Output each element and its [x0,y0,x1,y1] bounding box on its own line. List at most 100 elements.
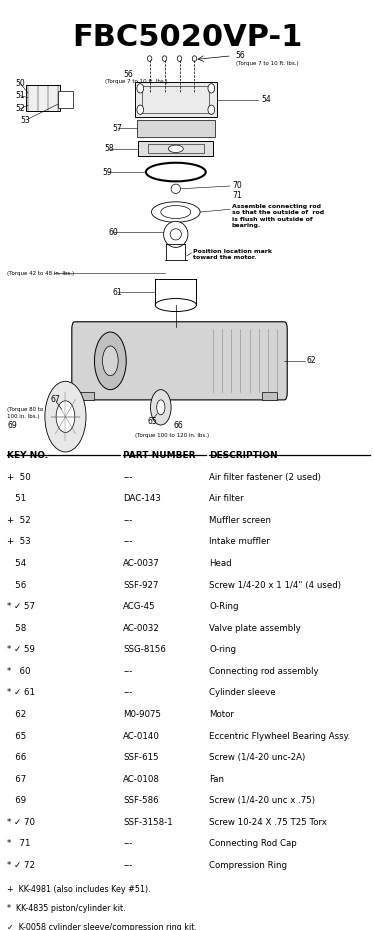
Ellipse shape [170,229,181,240]
Text: 56: 56 [7,580,27,590]
Text: Connecting rod assembly: Connecting rod assembly [209,667,319,676]
Text: O-Ring: O-Ring [209,602,239,611]
Text: 54: 54 [7,559,27,568]
Text: SSF-3158-1: SSF-3158-1 [123,817,173,827]
Text: 70: 70 [232,181,242,191]
FancyBboxPatch shape [58,91,73,108]
Text: AC-0037: AC-0037 [123,559,160,568]
Ellipse shape [146,163,206,181]
Text: 56: 56 [236,51,245,60]
Ellipse shape [168,145,183,153]
Ellipse shape [102,346,118,376]
Ellipse shape [177,56,182,61]
Text: * ✓ 72: * ✓ 72 [7,861,36,870]
Text: ---: --- [123,472,133,482]
Text: 69: 69 [7,796,27,805]
Text: Screw 1/4-20 x 1 1/4" (4 used): Screw 1/4-20 x 1 1/4" (4 used) [209,580,341,590]
Ellipse shape [150,390,171,425]
Text: DAC-143: DAC-143 [123,494,161,503]
Text: * ✓ 61: * ✓ 61 [7,688,36,698]
Text: ---: --- [123,861,133,870]
Ellipse shape [157,400,165,415]
Text: 66: 66 [174,421,184,431]
Ellipse shape [147,56,152,61]
Text: ---: --- [123,840,133,848]
Text: AC-0108: AC-0108 [123,775,160,784]
Text: * ✓ 70: * ✓ 70 [7,817,36,827]
Ellipse shape [56,401,75,432]
Text: SSF-615: SSF-615 [123,753,159,762]
FancyBboxPatch shape [72,322,287,400]
Text: 51: 51 [7,494,27,503]
Ellipse shape [208,84,215,93]
Text: SSF-586: SSF-586 [123,796,159,805]
Text: 65: 65 [7,732,27,740]
Text: 67: 67 [7,775,27,784]
Ellipse shape [192,56,197,61]
Text: 50: 50 [15,79,25,88]
Text: 52: 52 [15,104,25,113]
Text: Screw (1/4-20 unc-2A): Screw (1/4-20 unc-2A) [209,753,306,762]
Text: AC-0140: AC-0140 [123,732,160,740]
Text: (Torque 100 to 120 in. lbs.): (Torque 100 to 120 in. lbs.) [135,432,209,438]
FancyBboxPatch shape [142,86,209,113]
Text: M0-9075: M0-9075 [123,710,162,719]
Ellipse shape [151,202,200,222]
Text: +  KK-4981 (also includes Key #51).: + KK-4981 (also includes Key #51). [7,885,151,895]
Ellipse shape [45,381,86,452]
Text: Connecting Rod Cap: Connecting Rod Cap [209,840,297,848]
Text: ✓  K-0058 cylinder sleeve/compression ring kit.: ✓ K-0058 cylinder sleeve/compression rin… [7,923,197,930]
Text: FBC5020VP-1: FBC5020VP-1 [72,23,302,52]
Ellipse shape [94,332,126,390]
Text: 62: 62 [307,356,316,365]
Ellipse shape [161,206,191,219]
Text: SSF-927: SSF-927 [123,580,159,590]
Text: 61: 61 [112,287,122,297]
Text: 65: 65 [148,417,157,426]
Text: (Torque 7 to 10 ft. lbs.): (Torque 7 to 10 ft. lbs.) [236,60,298,66]
Text: 58: 58 [7,624,27,632]
Text: 54: 54 [262,95,272,104]
Text: SSG-8156: SSG-8156 [123,645,166,654]
Text: 62: 62 [7,710,27,719]
Text: * ✓ 59: * ✓ 59 [7,645,36,654]
Text: Cylinder sleeve: Cylinder sleeve [209,688,276,698]
Text: +  50: + 50 [7,472,31,482]
Text: +  52: + 52 [7,516,31,525]
Text: Eccentric Flywheel Bearing Assy.: Eccentric Flywheel Bearing Assy. [209,732,350,740]
Text: (Torque 7 to 10 ft. lbs.): (Torque 7 to 10 ft. lbs.) [105,79,167,85]
Text: Position location mark: Position location mark [193,248,272,254]
Text: 56: 56 [123,70,133,79]
Ellipse shape [208,105,215,114]
Text: 53: 53 [21,116,30,126]
Text: *  KK-4835 piston/cylinder kit.: * KK-4835 piston/cylinder kit. [7,904,126,913]
Text: AC-0032: AC-0032 [123,624,160,632]
Text: Assemble connecting rod: Assemble connecting rod [232,204,321,209]
Text: 58: 58 [105,144,114,153]
Text: 57: 57 [112,124,122,133]
Text: DESCRIPTION: DESCRIPTION [209,451,278,460]
Text: 66: 66 [7,753,27,762]
Text: (Torque 42 to 48 in. lbs.): (Torque 42 to 48 in. lbs.) [7,271,74,276]
FancyBboxPatch shape [137,120,215,137]
FancyBboxPatch shape [262,392,277,400]
Text: so that the outside of  rod: so that the outside of rod [232,210,324,216]
Text: ---: --- [123,688,133,698]
Text: Valve plate assembly: Valve plate assembly [209,624,301,632]
Text: KEY NO.: KEY NO. [7,451,49,460]
Text: ---: --- [123,516,133,525]
Text: (Torque 80 to: (Torque 80 to [7,406,44,412]
Text: 59: 59 [103,167,113,177]
Text: Muffler screen: Muffler screen [209,516,272,525]
Ellipse shape [164,221,188,247]
Text: *   71: * 71 [7,840,31,848]
Text: PART NUMBER: PART NUMBER [123,451,196,460]
Text: 71: 71 [232,191,242,200]
Text: 51: 51 [15,91,25,100]
Text: is flush with outside of: is flush with outside of [232,217,313,222]
Text: *   60: * 60 [7,667,31,676]
FancyBboxPatch shape [135,82,217,117]
Text: Intake muffler: Intake muffler [209,538,270,546]
FancyBboxPatch shape [26,85,60,111]
Text: Air filter fastener (2 used): Air filter fastener (2 used) [209,472,321,482]
